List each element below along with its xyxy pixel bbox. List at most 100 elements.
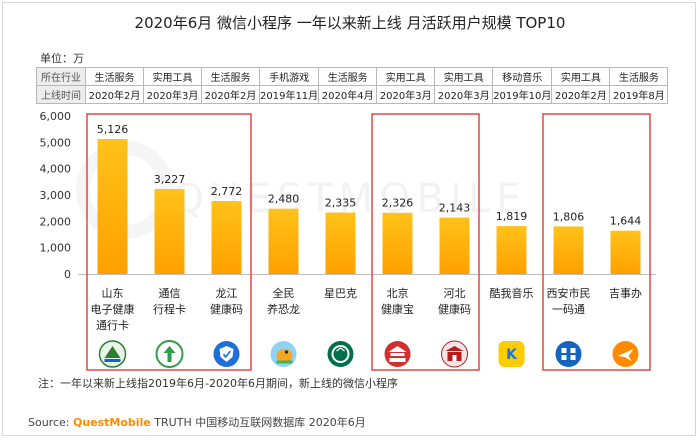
jilin-plane-icon-part bbox=[617, 349, 634, 361]
highlight-box bbox=[371, 113, 480, 371]
bar bbox=[553, 226, 584, 274]
launch-cell: 2020年2月 bbox=[85, 85, 144, 104]
launch-cell: 2020年2月 bbox=[201, 85, 260, 104]
shield-icon-part bbox=[222, 350, 232, 359]
starbucks-icon bbox=[327, 341, 354, 367]
data-label: 5,126 bbox=[97, 123, 129, 136]
data-label: 2,772 bbox=[211, 185, 243, 198]
industry-cell: 生活服务 bbox=[609, 67, 669, 86]
launch-cell: 2020年3月 bbox=[434, 85, 494, 104]
bar bbox=[268, 208, 299, 274]
source-prefix: Source: bbox=[28, 416, 73, 429]
launch-cell: 2019年8月 bbox=[609, 85, 669, 104]
x-tick-label-line: 北京 bbox=[387, 286, 409, 300]
x-tick-label-line: 山东 bbox=[102, 287, 124, 300]
source-rest: TRUTH 中国移动互联网数据库 2020年6月 bbox=[150, 416, 366, 429]
x-tick-label-line: 通行卡 bbox=[96, 319, 129, 332]
jilin-plane-icon bbox=[612, 341, 639, 367]
x-tick-label: 北京健康宝 bbox=[381, 286, 414, 316]
bar bbox=[154, 189, 185, 274]
y-tick-label: 2,000 bbox=[40, 215, 72, 228]
xian-code-icon-part bbox=[570, 355, 576, 360]
unit-label: 单位：万 bbox=[40, 52, 84, 65]
y-tick-label: 6,000 bbox=[40, 110, 72, 123]
footnote: 注：一年以来新上线指2019年6月-2020年6月期间，新上线的微信小程序 bbox=[38, 377, 398, 390]
data-label: 1,819 bbox=[496, 210, 528, 223]
data-label: 2,480 bbox=[268, 193, 300, 206]
xian-code-icon-part bbox=[570, 348, 576, 353]
y-tick-label: 0 bbox=[64, 268, 71, 281]
x-tick-label-line: 酷我音乐 bbox=[490, 286, 534, 300]
highlight-box bbox=[86, 113, 252, 371]
x-tick-label: 全民养恐龙 bbox=[267, 286, 300, 316]
y-tick-label: 3,000 bbox=[40, 189, 72, 202]
dinosaur-icon bbox=[270, 341, 297, 367]
tiananmen-icon bbox=[384, 341, 411, 367]
x-tick-label: 河北健康码 bbox=[438, 287, 471, 316]
kuwo-icon-part bbox=[498, 341, 525, 367]
industry-row: 所在行业 生活服务 实用工具 生活服务 手机游戏 生活服务 实用工具 实用工具 … bbox=[36, 67, 669, 86]
shield-icon-part bbox=[219, 346, 234, 362]
x-tick-label-line: 电子健康 bbox=[91, 302, 135, 316]
arrow-circle-icon bbox=[155, 340, 184, 368]
starbucks-icon-part bbox=[333, 347, 348, 361]
data-label: 1,644 bbox=[610, 215, 642, 228]
x-tick-label-line: 通信 bbox=[159, 287, 181, 300]
xian-code-icon-part bbox=[561, 348, 567, 353]
dinosaur-icon-part bbox=[276, 349, 293, 363]
x-tick-label-line: 吉事办 bbox=[609, 287, 642, 300]
health-card-icon bbox=[98, 340, 127, 368]
chart-title: 2020年6月 微信小程序 一年以来新上线 月活跃用户规模 TOP10 bbox=[134, 14, 566, 32]
x-tick-label-line: 养恐龙 bbox=[267, 302, 300, 316]
x-tick-label: 通信行程卡 bbox=[153, 287, 186, 316]
bar bbox=[97, 139, 128, 274]
tiananmen-icon-part bbox=[390, 353, 405, 356]
y-tick-label: 5,000 bbox=[40, 136, 72, 149]
figure-frame bbox=[2, 2, 696, 436]
xian-code-icon-part bbox=[561, 355, 567, 360]
launch-cell: 2019年10月 bbox=[492, 85, 553, 104]
data-label: 2,143 bbox=[439, 202, 471, 215]
info-table: 所在行业 生活服务 实用工具 生活服务 手机游戏 生活服务 实用工具 实用工具 … bbox=[36, 67, 669, 104]
data-label: 1,806 bbox=[553, 210, 585, 223]
dinosaur-icon-part bbox=[284, 350, 289, 354]
x-tick-label-line: 行程卡 bbox=[153, 303, 186, 316]
bar bbox=[496, 226, 527, 274]
kuwo-icon: K bbox=[498, 341, 525, 367]
tiananmen-icon-part bbox=[389, 358, 406, 362]
gate-icon bbox=[441, 340, 468, 368]
x-tick-label: 星巴克 bbox=[324, 287, 357, 300]
x-tick-label: 西安市民一码通 bbox=[547, 286, 591, 316]
x-tick-label: 龙江健康码 bbox=[210, 287, 243, 316]
x-tick-label: 酷我音乐 bbox=[490, 286, 534, 300]
health-card-icon-part bbox=[104, 346, 121, 358]
arrow-circle-icon-part bbox=[163, 346, 176, 362]
x-tick-label: 吉事办 bbox=[609, 287, 642, 300]
y-tick-label: 1,000 bbox=[40, 242, 72, 255]
launch-row: 上线时间 2020年2月 2020年3月 2020年2月 2019年11月 20… bbox=[36, 85, 669, 104]
data-label: 2,326 bbox=[382, 197, 414, 210]
tiananmen-icon-part bbox=[388, 346, 407, 352]
xian-code-icon bbox=[555, 341, 582, 367]
data-label: 2,335 bbox=[325, 197, 357, 210]
gate-icon-part bbox=[452, 355, 457, 361]
gate-icon-part bbox=[445, 346, 464, 351]
bar bbox=[382, 212, 413, 274]
industry-row-label: 所在行业 bbox=[36, 67, 86, 86]
shield-icon bbox=[213, 341, 240, 367]
x-tick-label-line: 一码通 bbox=[552, 303, 585, 316]
x-tick-label-line: 健康码 bbox=[210, 302, 243, 316]
source-brand: QuestMobile bbox=[72, 416, 151, 429]
x-tick-label-line: 西安市民 bbox=[547, 286, 591, 300]
source-line: Source: QuestMobile TRUTH 中国移动互联网数据库 202… bbox=[28, 414, 366, 430]
highlight-box bbox=[542, 113, 651, 371]
xian-code-icon-part bbox=[555, 341, 582, 367]
y-tick-label: 4,000 bbox=[40, 163, 72, 176]
launch-row-label: 上线时间 bbox=[36, 85, 86, 104]
health-card-icon-part bbox=[104, 359, 121, 362]
x-tick-label: 山东电子健康通行卡 bbox=[91, 287, 135, 332]
x-tick-label-line: 健康宝 bbox=[381, 302, 414, 316]
x-tick-label-line: 健康码 bbox=[438, 302, 471, 316]
starbucks-icon-part bbox=[336, 347, 345, 352]
